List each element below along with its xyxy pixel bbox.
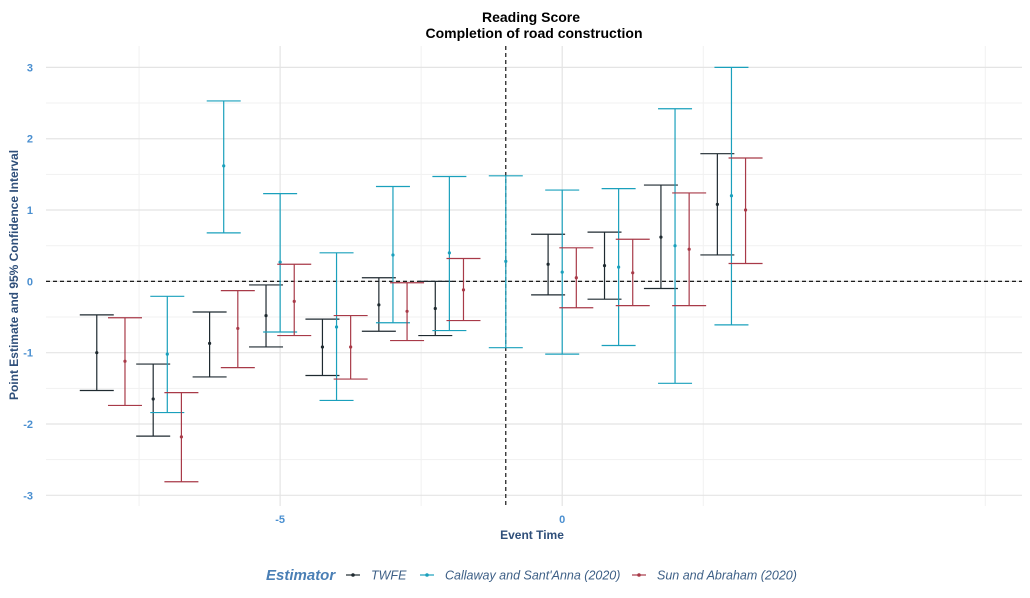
point-estimate — [292, 299, 296, 303]
point-estimate — [743, 208, 748, 212]
point-estimate — [461, 288, 466, 292]
reference-lines — [46, 46, 1022, 506]
legend-label: Sun and Abraham (2020) — [657, 569, 797, 583]
point-estimate — [687, 247, 691, 251]
point-estimate — [278, 260, 282, 264]
point-estimate — [264, 313, 268, 318]
legend-key-point — [425, 573, 429, 577]
point-estimate — [574, 276, 578, 280]
point-estimate — [659, 235, 663, 239]
y-tick-label: -3 — [23, 490, 33, 502]
y-tick-label: 0 — [27, 276, 33, 288]
point-estimate — [236, 326, 240, 331]
legend-label: TWFE — [371, 569, 407, 583]
point-estimate — [447, 251, 451, 255]
y-tick-label: 3 — [27, 62, 33, 74]
point-estimate — [504, 259, 508, 263]
y-tick-label: -2 — [23, 419, 33, 431]
series-2 — [107, 157, 763, 483]
tick-labels: -3 -2 -1 0 1 2 3 -5 0 — [23, 62, 565, 526]
y-tick-label: 1 — [27, 205, 33, 217]
point-estimate — [95, 351, 99, 355]
legend-title: Estimator — [266, 567, 336, 584]
point-estimate — [123, 359, 127, 363]
point-estimate — [729, 194, 734, 198]
point-estimate — [546, 262, 550, 266]
x-tick-label: -5 — [275, 514, 285, 526]
x-axis-title: Event Time — [500, 528, 564, 542]
grid — [46, 46, 1022, 506]
point-estimate — [349, 345, 353, 349]
point-estimate — [179, 435, 183, 439]
legend: Estimator TWFE Callaway and Sant'Anna (20… — [266, 567, 797, 584]
point-estimate — [165, 352, 169, 356]
y-tick-label: -1 — [23, 348, 33, 360]
point-estimate — [433, 306, 437, 311]
x-tick-label: 0 — [559, 514, 565, 526]
point-estimate — [334, 325, 339, 329]
legend-label: Callaway and Sant'Anna (2020) — [445, 569, 620, 583]
point-estimate — [320, 345, 325, 349]
plot-area — [79, 66, 763, 483]
point-estimate — [631, 271, 635, 275]
series-1 — [150, 66, 749, 414]
chart-subtitle: Completion of road construction — [426, 25, 643, 41]
y-tick-label: 2 — [27, 134, 33, 146]
legend-key-point — [351, 573, 355, 577]
point-estimate — [391, 253, 395, 257]
point-estimate — [151, 397, 155, 401]
point-estimate — [405, 309, 409, 313]
y-axis-title: Point Estimate and 95% Confidence Interv… — [7, 150, 21, 400]
point-estimate — [617, 265, 621, 269]
point-estimate — [377, 303, 381, 307]
chart-title: Reading Score — [482, 9, 580, 25]
point-estimate — [602, 264, 607, 268]
series-0 — [79, 153, 735, 437]
legend-key-point — [637, 573, 641, 577]
point-estimate — [208, 341, 212, 345]
point-estimate — [673, 244, 677, 248]
point-estimate — [560, 270, 564, 274]
point-estimate — [222, 164, 226, 168]
point-estimate — [715, 202, 719, 206]
